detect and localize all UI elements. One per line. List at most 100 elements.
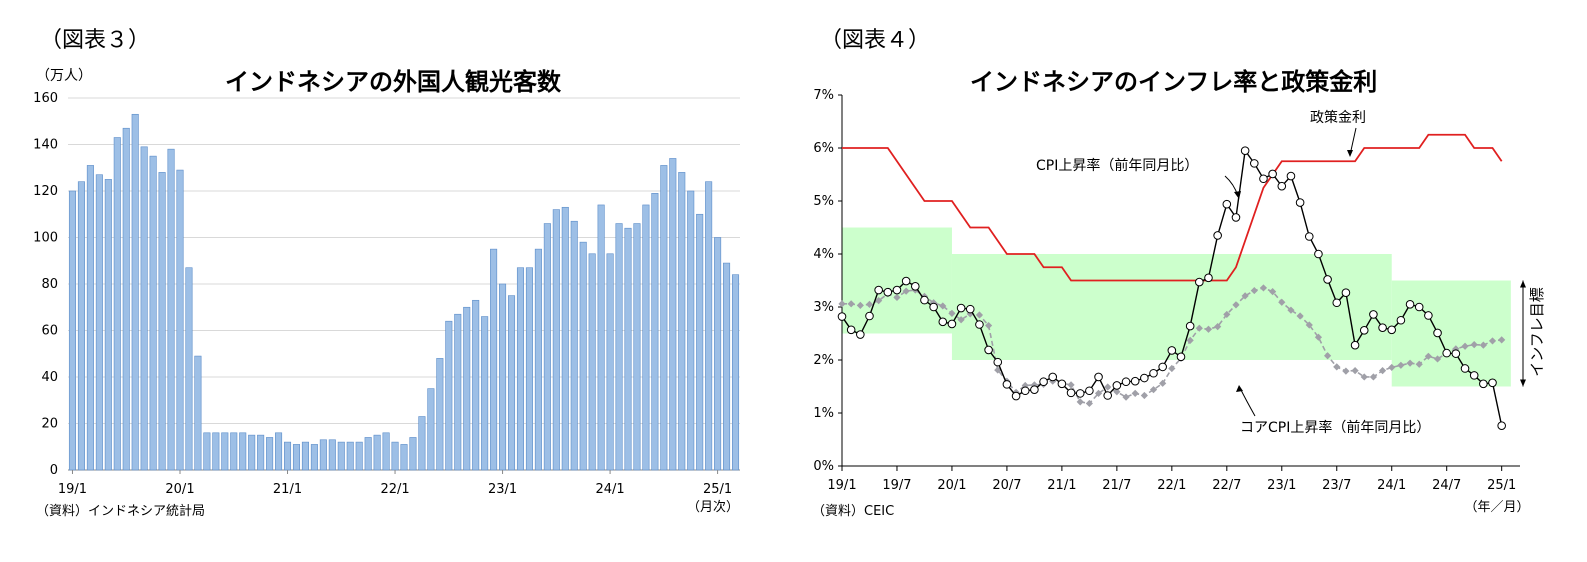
bar [248, 434, 256, 471]
y-tick-label: 6% [813, 141, 834, 156]
cpi-marker [1369, 310, 1378, 319]
y-tick-label: 0 [50, 463, 58, 478]
core-cpi-leader [1239, 387, 1256, 417]
chart4-source-note: （資料）CEIC [812, 504, 895, 519]
x-tick-label: 21/1 [1047, 478, 1076, 493]
y-tick-label: 3% [813, 300, 834, 315]
bar [382, 432, 390, 471]
core-cpi-marker [1296, 312, 1304, 320]
x-tick-label: 24/1 [1377, 478, 1406, 493]
cpi-marker [1387, 325, 1397, 335]
bar [660, 165, 668, 471]
cpi-marker [1231, 213, 1241, 222]
bar [301, 441, 309, 471]
y-tick-label: 60 [41, 324, 58, 339]
cpi-marker [938, 317, 948, 327]
x-tick-label: 23/7 [1322, 478, 1351, 493]
cpi-annotation: CPI上昇率（前年同月比） [1036, 157, 1198, 174]
cpi-marker [1185, 321, 1195, 331]
y-tick-label: 2% [813, 353, 834, 368]
cpi-marker [920, 295, 929, 305]
cpi-marker [1277, 181, 1287, 191]
core-cpi-marker [1287, 306, 1295, 314]
core-cpi-marker [1085, 399, 1093, 408]
bar [651, 193, 659, 471]
bar [364, 437, 372, 471]
bar [266, 437, 274, 471]
core-cpi-marker [1250, 286, 1258, 295]
cpi-marker [1259, 174, 1268, 184]
y-tick-label: 0% [813, 459, 834, 474]
bar [212, 432, 220, 471]
policy-rate-line [842, 133, 1503, 282]
core-cpi-marker [1351, 367, 1359, 375]
cpi-marker [1359, 326, 1369, 335]
bar [185, 267, 193, 471]
x-tick-label: 19/1 [58, 482, 87, 497]
cpi-marker [1442, 348, 1452, 358]
inflation-target-band [1391, 280, 1511, 387]
bar [391, 441, 399, 471]
cpi-marker [947, 319, 957, 329]
cpi-marker [1295, 198, 1305, 207]
core-cpi-marker [1241, 292, 1249, 300]
core-cpi-marker [966, 310, 974, 318]
core-cpi-marker [1488, 337, 1497, 345]
bar [283, 441, 292, 471]
bar [588, 253, 596, 471]
bar [77, 181, 85, 471]
cpi-marker [846, 325, 856, 335]
cpi-marker [837, 312, 847, 321]
x-tick-label: 24/7 [1432, 478, 1461, 493]
target-bracket-arrow-top [1520, 280, 1526, 288]
core-cpi-marker [948, 309, 956, 317]
bar [310, 444, 318, 471]
bar [346, 441, 354, 471]
cpi-marker [1130, 376, 1140, 386]
cpi-marker [1414, 302, 1424, 312]
core-cpi-marker [1461, 342, 1469, 350]
chart3-source-note: （資料）インドネシア統計局 [36, 504, 206, 519]
target-bracket-arrow-bottom [1520, 379, 1526, 387]
bar [158, 172, 166, 471]
y-tick-label: 1% [813, 406, 834, 421]
bar [642, 204, 650, 471]
inflation-target-band [842, 227, 952, 334]
bar [409, 437, 417, 471]
bar [463, 306, 471, 471]
cpi-marker [1460, 364, 1470, 373]
core-cpi-marker [875, 297, 883, 305]
cpi-marker [1011, 391, 1021, 401]
bar [687, 190, 695, 471]
bar [104, 179, 112, 471]
core-cpi-marker [984, 321, 993, 330]
y-tick-label: 40 [41, 370, 58, 385]
x-tick-label: 22/7 [1212, 478, 1241, 493]
core-cpi-marker [1122, 393, 1130, 401]
y-tick-label: 7% [813, 88, 834, 103]
core-cpi-marker [1269, 288, 1277, 296]
bar [167, 148, 175, 471]
core-cpi-marker [1223, 310, 1231, 319]
y-tick-label: 4% [813, 247, 834, 262]
bar [454, 313, 462, 471]
core-cpi-marker [1397, 361, 1405, 369]
y-tick-label: 80 [41, 277, 58, 292]
bar [633, 223, 641, 471]
y-unit-label: （万人） [36, 68, 92, 84]
cpi-marker [929, 302, 938, 312]
core-cpi-marker [847, 300, 855, 308]
bar [516, 267, 525, 471]
cpi-marker [975, 320, 984, 329]
cpi-marker [1396, 315, 1406, 325]
figure3-label: （図表３） [40, 28, 151, 53]
cpi-marker [883, 287, 893, 297]
cpi-marker [1085, 386, 1094, 396]
bar [705, 181, 713, 471]
bar [400, 444, 408, 471]
core-cpi-marker [1259, 284, 1268, 292]
y-tick-label: 100 [33, 231, 58, 246]
core-cpi-marker [1067, 381, 1075, 389]
cpi-marker [1213, 231, 1222, 240]
cpi-marker [984, 345, 993, 355]
